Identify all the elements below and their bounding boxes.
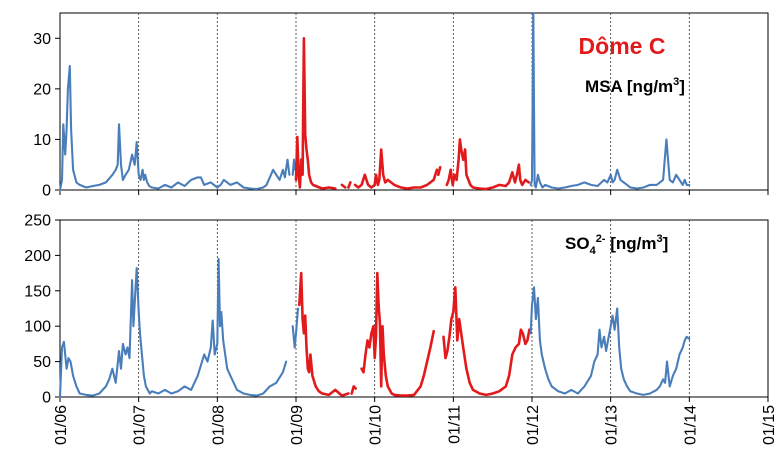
ytick-label-1-0: 0 bbox=[42, 390, 51, 407]
series-line-1-0 bbox=[58, 257, 288, 399]
series-line-1-4 bbox=[360, 271, 436, 397]
plot-frame-0 bbox=[59, 12, 769, 191]
xtick-label-5: 01/11 bbox=[446, 405, 463, 444]
ytick-label-0-2: 20 bbox=[33, 81, 51, 98]
series-line-0-8 bbox=[529, 11, 691, 190]
series-line-0-7 bbox=[445, 138, 531, 191]
xtick-label-7: 01/13 bbox=[604, 405, 621, 445]
series-line-1-1 bbox=[291, 307, 300, 349]
xtick-label-9: 01/15 bbox=[761, 405, 776, 445]
series-line-1-5 bbox=[442, 285, 531, 397]
ytick-label-1-5: 250 bbox=[24, 213, 51, 230]
ytick-label-1-1: 50 bbox=[33, 354, 51, 371]
series-line-1-2 bbox=[297, 271, 350, 397]
series-line-0-4 bbox=[347, 181, 352, 189]
series-line-0-3 bbox=[340, 183, 347, 189]
xtick-label-4: 01/10 bbox=[368, 405, 385, 445]
ytick-label-0-1: 10 bbox=[33, 132, 51, 149]
series-line-0-6 bbox=[436, 165, 442, 177]
series-line-0-2 bbox=[294, 36, 337, 190]
series-line-0-5 bbox=[353, 148, 439, 190]
ytick-label-0-0: 0 bbox=[42, 183, 51, 200]
series-line-1-6 bbox=[529, 286, 691, 396]
ytick-label-1-2: 100 bbox=[24, 319, 51, 336]
xtick-label-2: 01/08 bbox=[210, 405, 227, 445]
so4-label: SO42- [ng/m3] bbox=[565, 233, 668, 257]
series-line-0-1 bbox=[291, 158, 297, 176]
xtick-label-6: 01/12 bbox=[525, 405, 542, 445]
xtick-label-1: 01/07 bbox=[132, 405, 149, 445]
xtick-label-8: 01/14 bbox=[682, 405, 699, 445]
series-line-1-3 bbox=[350, 385, 358, 395]
ytick-label-0-3: 30 bbox=[33, 31, 51, 48]
chart-title: Dôme C bbox=[579, 33, 666, 59]
msa-label: MSA [ng/m3] bbox=[585, 76, 685, 96]
xtick-label-3: 01/09 bbox=[289, 405, 306, 445]
xtick-label-0: 01/06 bbox=[53, 405, 70, 445]
series-line-0-0 bbox=[58, 65, 291, 192]
plot-frame-1 bbox=[59, 219, 769, 398]
ytick-label-1-4: 200 bbox=[24, 248, 51, 265]
ytick-label-1-3: 150 bbox=[24, 283, 51, 300]
